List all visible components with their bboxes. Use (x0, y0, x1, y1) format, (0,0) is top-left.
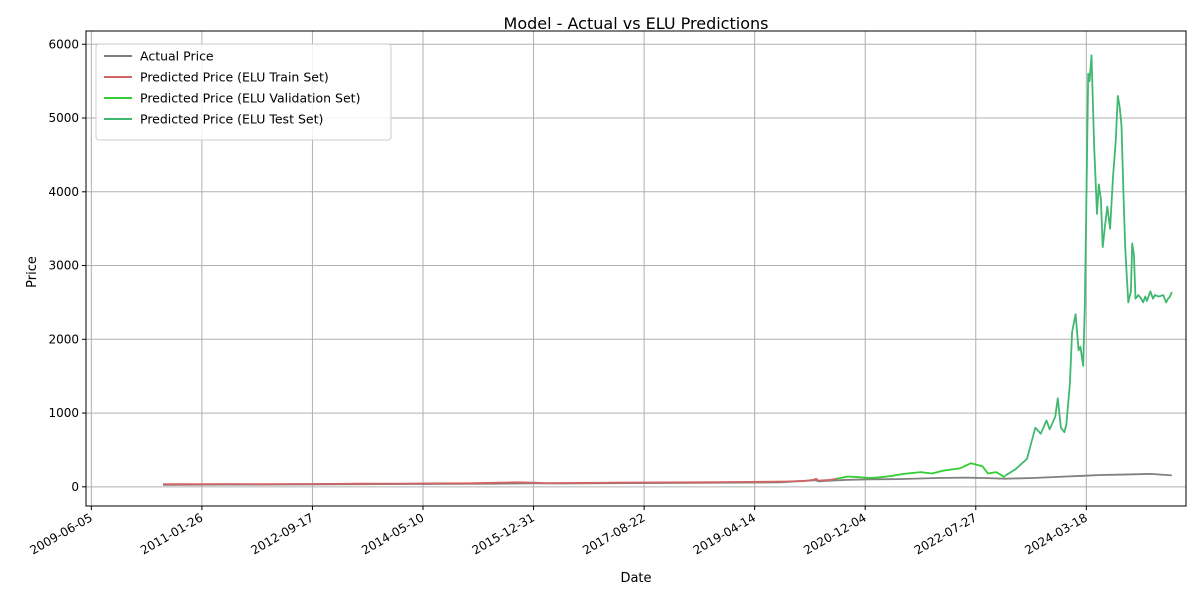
series-line-1 (163, 477, 837, 486)
y-axis-label: Price (25, 256, 40, 288)
x-axis-label: Date (620, 571, 651, 586)
y-tick-label: 1000 (48, 406, 79, 420)
legend: Actual Price Predicted Price (ELU Train S… (95, 43, 392, 141)
series-line-2 (836, 462, 1006, 480)
x-tick-label: 2009-06-05 (27, 510, 94, 557)
y-tick-label: 4000 (48, 185, 79, 199)
x-tick-label: 2022-07-27 (912, 510, 979, 557)
x-axis: 2009-06-05 2011-01-26 2012-09-17 2014-05-10… (27, 506, 1090, 557)
series-line-3 (1004, 54, 1173, 477)
x-tick-label: 2012-09-17 (249, 510, 316, 557)
x-tick-label: 2020-12-04 (801, 510, 868, 557)
chart-title: Model - Actual vs ELU Predictions (504, 14, 769, 33)
legend-box (95, 43, 392, 141)
legend-entry: Predicted Price (ELU Train Set) (140, 70, 329, 85)
y-tick-label: 6000 (48, 37, 79, 51)
x-tick-label: 2019-04-14 (691, 510, 758, 557)
legend-entry: Predicted Price (ELU Validation Set) (140, 91, 360, 106)
x-tick-label: 2024-03-18 (1022, 510, 1089, 557)
x-tick-label: 2014-05-10 (359, 510, 426, 557)
y-tick-label: 0 (71, 480, 79, 494)
plot-area-frame (85, 30, 1187, 507)
legend-entry: Predicted Price (ELU Test Set) (140, 112, 323, 127)
x-tick-label: 2015-12-31 (470, 510, 537, 557)
y-axis: 0 1000 2000 3000 4000 5000 6000 (48, 37, 86, 494)
legend-entry: Actual Price (140, 49, 214, 64)
y-tick-label: 5000 (48, 111, 79, 125)
x-tick-label: 2017-08-22 (580, 510, 647, 557)
x-tick-label: 2011-01-26 (138, 510, 205, 557)
series-layer (162, 54, 1173, 486)
y-tick-label: 3000 (48, 259, 79, 273)
y-tick-label: 2000 (48, 332, 79, 346)
grid (86, 31, 1186, 506)
